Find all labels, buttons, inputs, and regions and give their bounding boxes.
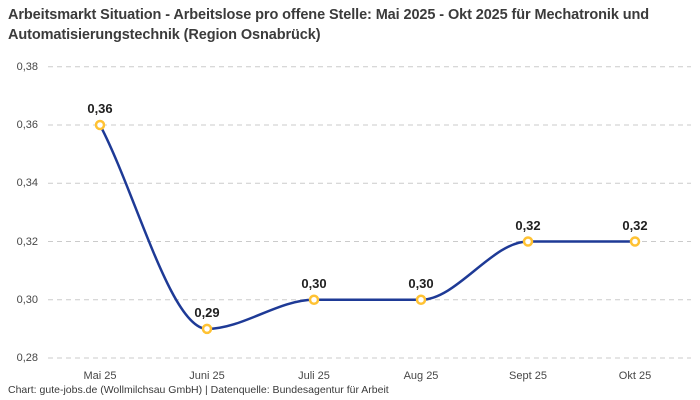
x-tick-label: Sept 25 bbox=[509, 370, 547, 382]
gridlines bbox=[48, 66, 691, 359]
chart-title: Arbeitsmarkt Situation - Arbeitslose pro… bbox=[8, 7, 649, 43]
x-tick-label: Mai 25 bbox=[83, 370, 117, 382]
data-point-label: 0,29 bbox=[194, 304, 220, 320]
data-point-marker[interactable] bbox=[94, 119, 106, 131]
x-tick-label: Juli 25 bbox=[298, 370, 330, 382]
y-tick-label: 0,30 bbox=[16, 293, 38, 306]
x-tick-label: Juni 25 bbox=[189, 370, 225, 382]
y-tick-label: 0,28 bbox=[16, 352, 38, 364]
y-tick-label: 0,32 bbox=[16, 235, 38, 248]
data-point-marker[interactable] bbox=[201, 323, 213, 335]
chart-footer: Chart: gute-jobs.de (Wollmilchsau GmbH) … bbox=[8, 384, 389, 396]
data-point-label: 0,30 bbox=[301, 275, 327, 291]
data-point-marker[interactable] bbox=[629, 236, 641, 247]
y-tick-label: 0,34 bbox=[16, 177, 38, 190]
data-point-marker[interactable] bbox=[522, 236, 534, 247]
y-tick-label: 0,38 bbox=[16, 60, 38, 73]
data-point-label: 0,36 bbox=[87, 101, 113, 116]
data-point-label: 0,30 bbox=[408, 275, 434, 291]
data-point-label: 0,32 bbox=[622, 217, 648, 233]
data-point-label: 0,32 bbox=[515, 217, 541, 233]
x-tick-label: Okt 25 bbox=[618, 370, 652, 382]
data-point-marker[interactable] bbox=[308, 294, 320, 305]
y-tick-label: 0,36 bbox=[16, 119, 38, 131]
series-line bbox=[98, 123, 637, 331]
data-points bbox=[94, 119, 641, 335]
x-tick-label: Aug 25 bbox=[403, 370, 439, 382]
data-point-marker[interactable] bbox=[415, 294, 427, 305]
